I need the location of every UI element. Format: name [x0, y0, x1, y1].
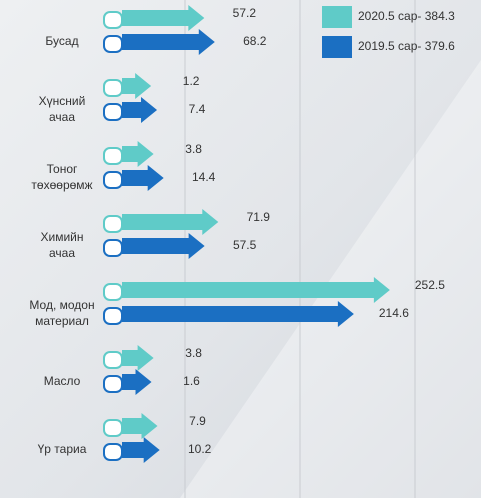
cylinder — [103, 443, 123, 461]
arrow — [122, 29, 215, 55]
arrow — [122, 5, 205, 31]
value-label: 10.2 — [188, 442, 212, 456]
category-label: Мод, модон материал — [29, 298, 94, 328]
value-label: 3.8 — [185, 346, 202, 360]
cylinder — [103, 215, 123, 233]
category-label: Химийн ачаа — [41, 230, 84, 260]
category-label: Бусад — [45, 34, 78, 48]
arrow — [122, 369, 152, 395]
value-label: 214.6 — [379, 306, 409, 320]
category-label: Үр тариа — [38, 442, 87, 456]
cylinder — [103, 419, 123, 437]
value-label: 68.2 — [243, 34, 267, 48]
cylinder — [103, 11, 123, 29]
cylinder — [103, 351, 123, 369]
arrow — [122, 97, 158, 123]
value-label: 3.8 — [185, 142, 202, 156]
cylinder — [103, 239, 123, 257]
value-label: 71.9 — [247, 210, 271, 224]
cylinder — [103, 171, 123, 189]
arrow — [122, 209, 219, 235]
legend-swatch — [322, 36, 352, 58]
arrow — [122, 233, 205, 259]
value-label: 252.5 — [415, 278, 445, 292]
value-label: 7.9 — [189, 414, 206, 428]
cylinder — [103, 79, 123, 97]
arrow — [122, 141, 154, 167]
highlight — [180, 60, 481, 498]
legend-label: 2020.5 сар- 384.3 — [358, 9, 455, 23]
arrow — [122, 301, 354, 327]
cylinder — [103, 147, 123, 165]
value-label: 7.4 — [189, 102, 206, 116]
arrow — [122, 277, 390, 303]
arrow — [122, 413, 158, 439]
value-label: 57.2 — [233, 6, 257, 20]
value-label: 1.6 — [183, 374, 200, 388]
cylinder — [103, 307, 123, 325]
cylinder — [103, 283, 123, 301]
legend-label: 2019.5 сар- 379.6 — [358, 39, 455, 53]
category-label: Хүнсний ачаа — [39, 94, 86, 124]
arrow — [122, 165, 164, 191]
value-label: 57.5 — [233, 238, 257, 252]
legend-swatch — [322, 6, 352, 28]
arrow — [122, 437, 160, 463]
cylinder — [103, 35, 123, 53]
value-label: 1.2 — [183, 74, 200, 88]
value-label: 14.4 — [192, 170, 216, 184]
arrow — [122, 345, 154, 371]
cylinder — [103, 103, 123, 121]
category-label: Тоног төхөөрөмж — [31, 162, 92, 192]
cylinder — [103, 375, 123, 393]
arrow — [122, 73, 152, 99]
category-label: Масло — [44, 374, 81, 388]
